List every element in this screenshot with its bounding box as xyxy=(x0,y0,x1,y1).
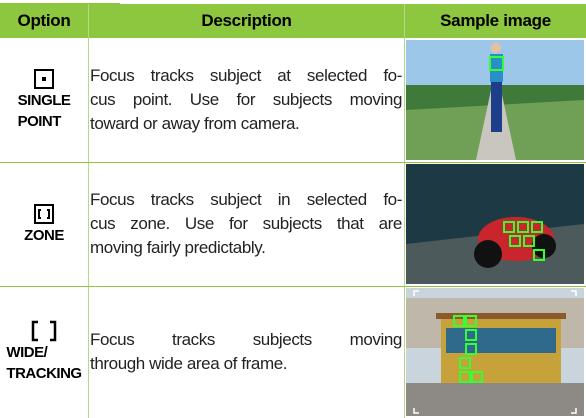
icon xyxy=(34,69,54,89)
row-rule xyxy=(0,286,586,287)
option-label: ZONE xyxy=(24,225,64,246)
option-label: WIDE/TRACKING xyxy=(6,342,82,384)
option-cell: SINGLE POINT xyxy=(0,38,88,162)
description-line: cus point. Use for subjects moving xyxy=(90,90,402,109)
option-label: SINGLE POINT xyxy=(18,90,71,132)
description-line: moving fairly predictably. xyxy=(90,238,266,257)
sample-image xyxy=(406,164,584,284)
row-rule xyxy=(0,162,586,163)
description-line: Focus tracks subject in selected fo- xyxy=(90,190,402,209)
header-cell: Sample image xyxy=(405,4,586,38)
option-cell: ZONE xyxy=(0,162,88,286)
column-rule xyxy=(404,4,405,418)
header-cell: Description xyxy=(89,4,404,38)
sample-image xyxy=(406,288,584,416)
description-line: Focus tracks subject at selected fo- xyxy=(90,66,402,85)
description-line: through wide area of frame. xyxy=(90,354,288,373)
option-line: TRACKING xyxy=(6,365,82,382)
column-rule xyxy=(88,4,89,418)
description: Focus tracks subject at selected fo-cus … xyxy=(90,38,402,162)
description-line: cus zone. Use for subjects that are xyxy=(90,214,402,233)
sample-image xyxy=(406,40,584,160)
top-rule xyxy=(0,3,120,4)
option-cell: WIDE/TRACKING xyxy=(0,286,88,418)
description-line: Focus tracks subjects moving xyxy=(90,330,402,349)
icon xyxy=(34,203,54,224)
description: Focus tracks subjects moving through wide… xyxy=(90,286,402,418)
option-line: SINGLE xyxy=(17,92,71,109)
option-line: ZONE xyxy=(24,226,64,244)
description-line: toward or away from camera. xyxy=(90,114,300,133)
description: Focus tracks subject in selected fo-cus … xyxy=(90,162,402,286)
icon xyxy=(31,320,57,342)
header-cell: Option xyxy=(0,4,88,38)
option-line: POINT xyxy=(17,113,62,130)
option-line: WIDE/ xyxy=(6,344,48,361)
